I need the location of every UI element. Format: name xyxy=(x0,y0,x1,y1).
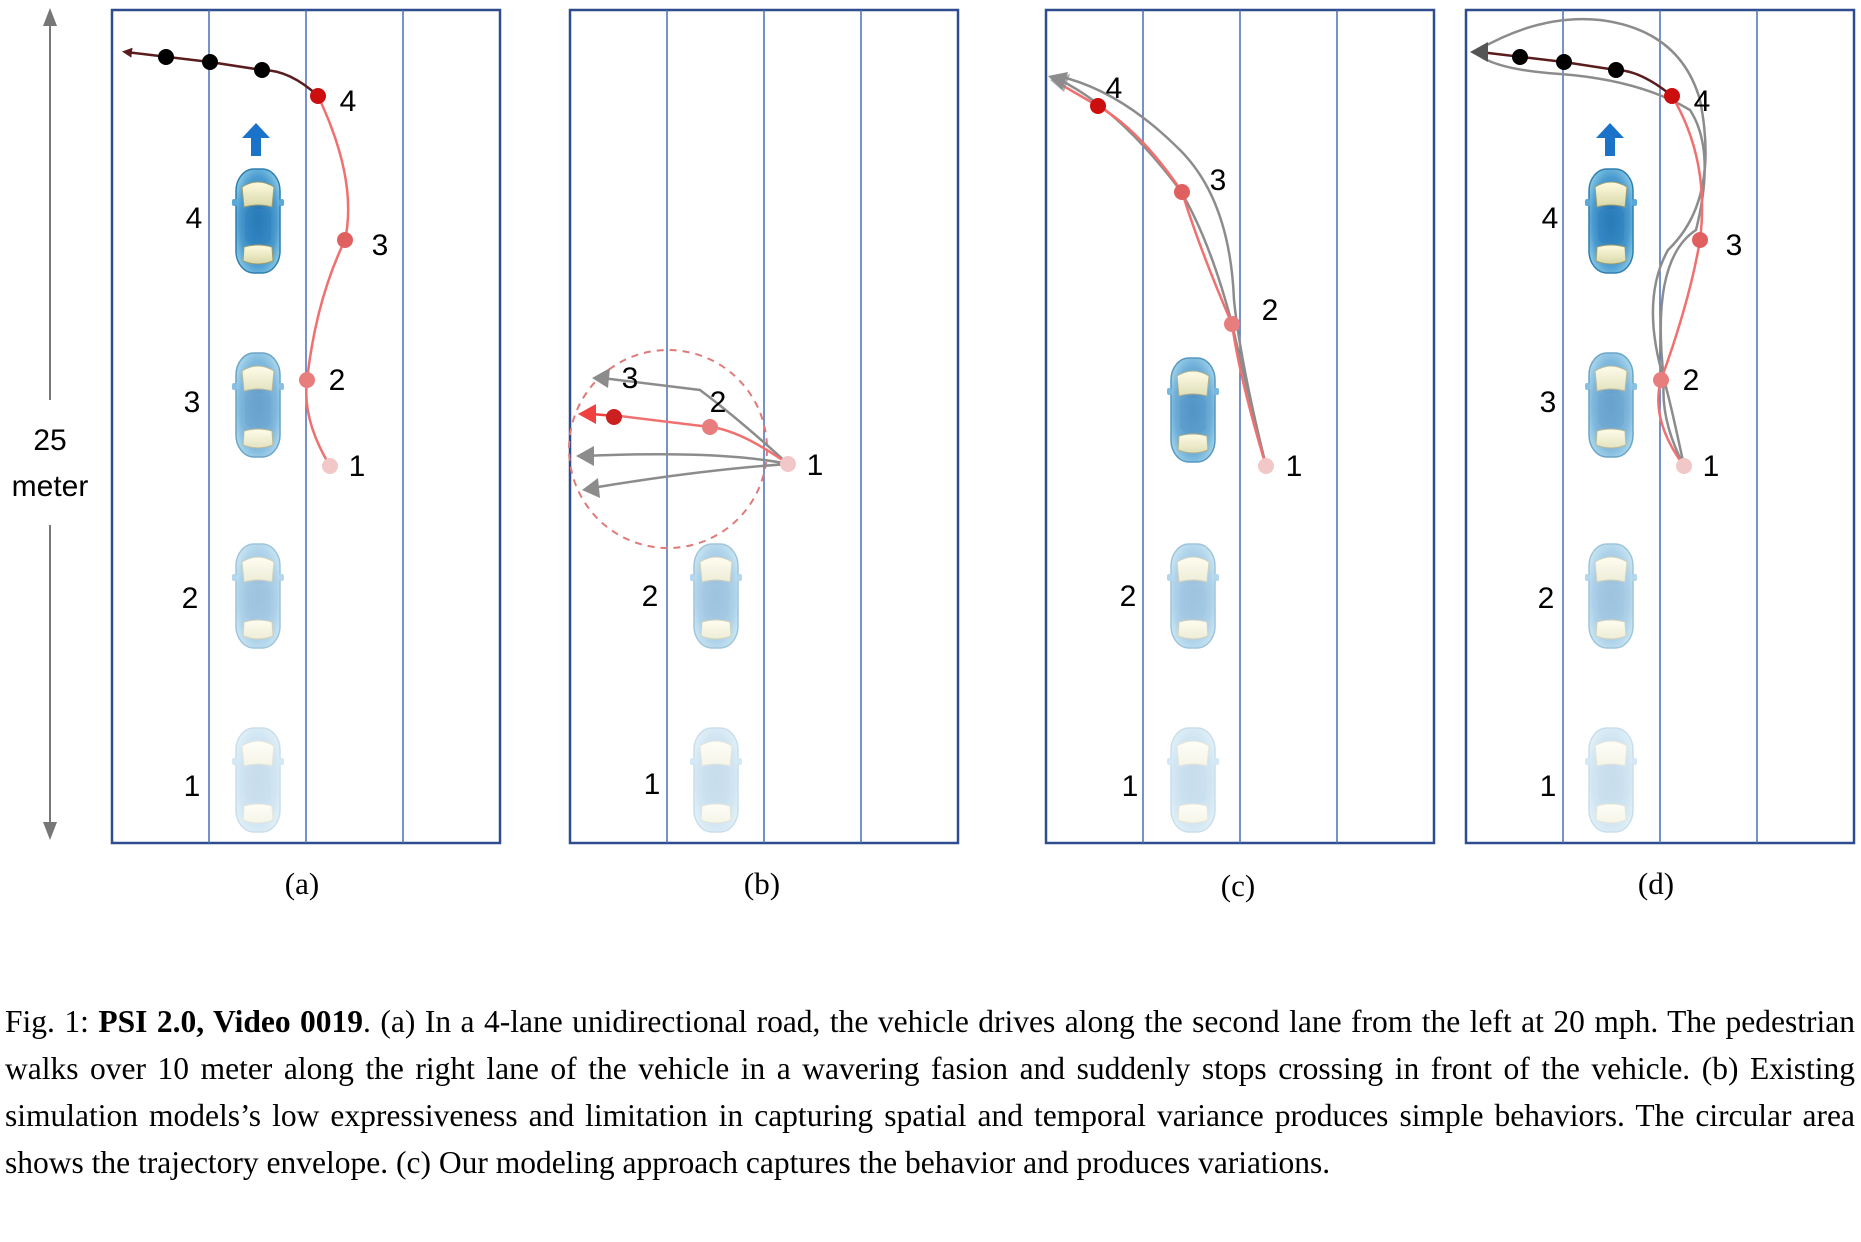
car-label: 2 xyxy=(1538,582,1555,615)
panel-c: 1 2 1 2 3 4 (c) xyxy=(1044,8,1436,903)
panel-label: (c) xyxy=(1221,868,1255,903)
car-label: 3 xyxy=(184,386,201,419)
pedestrian-label: 4 xyxy=(1106,72,1123,105)
car-icon xyxy=(1166,543,1220,649)
pedestrian-future-path xyxy=(122,47,319,97)
pedestrian-point xyxy=(606,409,622,425)
panel-label: (a) xyxy=(285,866,319,901)
pedestrian-point xyxy=(299,372,315,388)
future-point xyxy=(1512,49,1528,65)
car-label: 2 xyxy=(182,582,199,615)
pedestrian-point xyxy=(780,456,796,472)
car-icon xyxy=(1166,357,1220,463)
car-icon xyxy=(231,727,285,833)
figure-caption: Fig. 1: PSI 2.0, Video 0019. (a) In a 4-… xyxy=(5,998,1855,1186)
caption-bold: PSI 2.0, Video 0019 xyxy=(98,1004,364,1039)
car-label: 1 xyxy=(644,768,661,801)
pedestrian-point xyxy=(1676,458,1692,474)
panel-d: 1 2 3 4 1 2 3 4 (d) xyxy=(1464,8,1856,901)
car-icon xyxy=(689,543,743,649)
pedestrian-point xyxy=(310,88,326,104)
alt-path xyxy=(601,376,789,465)
car-label: 1 xyxy=(1540,770,1557,803)
pedestrian-label: 2 xyxy=(329,364,346,397)
pedestrian-label: 3 xyxy=(1726,229,1743,262)
scale-unit: meter xyxy=(12,470,89,503)
car-label: 4 xyxy=(1542,202,1559,235)
pedestrian-label: 3 xyxy=(622,362,639,395)
pedestrian-point xyxy=(1258,458,1274,474)
caption-prefix: Fig. 1: xyxy=(5,1004,99,1039)
up-arrow-icon xyxy=(242,123,270,156)
alt-path xyxy=(1059,78,1268,467)
pedestrian-label: 2 xyxy=(710,386,727,419)
pedestrian-label: 4 xyxy=(340,85,357,118)
car-label: 3 xyxy=(1540,386,1557,419)
pedestrian-point xyxy=(322,458,338,474)
pedestrian-label: 1 xyxy=(349,450,366,483)
scale-indicator: 25 meter xyxy=(12,8,89,840)
up-arrow-icon xyxy=(1596,123,1624,156)
pedestrian-path xyxy=(1059,82,1268,467)
car-icon xyxy=(231,543,285,649)
scale-value: 25 xyxy=(33,424,66,457)
car-icon xyxy=(1584,168,1638,274)
alt-path xyxy=(584,452,789,466)
car-icon xyxy=(231,352,285,458)
panel-b: 1 2 1 2 3 (b) xyxy=(568,8,960,901)
pedestrian-point xyxy=(1664,88,1680,104)
future-point xyxy=(158,49,174,65)
car-icon xyxy=(1166,727,1220,833)
pedestrian-point xyxy=(1653,372,1669,388)
pedestrian-point xyxy=(1692,232,1708,248)
pedestrian-label: 3 xyxy=(1210,164,1227,197)
car-label: 4 xyxy=(186,202,203,235)
pedestrian-label: 3 xyxy=(372,229,389,262)
car-label: 1 xyxy=(184,770,201,803)
future-point xyxy=(254,62,270,78)
panel-label: (b) xyxy=(744,866,780,901)
figure-diagram: 25 meter 1 2 3 4 1 2 3 4 (a) xyxy=(12,8,1856,903)
pedestrian-point xyxy=(337,232,353,248)
car-icon xyxy=(231,168,285,274)
pedestrian-path xyxy=(305,95,350,467)
alt-path xyxy=(1057,74,1268,467)
pedestrian-label: 2 xyxy=(1262,294,1279,327)
future-point xyxy=(202,54,218,70)
pedestrian-label: 1 xyxy=(1703,450,1720,483)
pedestrian-label: 2 xyxy=(1683,364,1700,397)
pedestrian-label: 1 xyxy=(807,449,824,482)
future-point xyxy=(1556,54,1572,70)
pedestrian-point xyxy=(1090,98,1106,114)
alt-path xyxy=(591,462,789,490)
pedestrian-path xyxy=(1657,95,1704,467)
pedestrian-point xyxy=(1174,184,1190,200)
pedestrian-point xyxy=(1224,316,1240,332)
car-label: 2 xyxy=(1120,580,1137,613)
car-icon xyxy=(1584,543,1638,649)
car-icon xyxy=(1584,727,1638,833)
car-label: 2 xyxy=(642,580,659,613)
car-icon xyxy=(1584,352,1638,458)
panel-a: 1 2 3 4 1 2 3 4 (a) xyxy=(110,8,502,901)
pedestrian-label: 1 xyxy=(1286,450,1303,483)
pedestrian-point xyxy=(702,419,718,435)
car-icon xyxy=(689,727,743,833)
caption-text: . (a) In a 4-lane unidirectional road, t… xyxy=(5,1004,1855,1180)
car-label: 1 xyxy=(1122,770,1139,803)
panel-label: (d) xyxy=(1638,866,1674,901)
pedestrian-label: 4 xyxy=(1694,85,1711,118)
future-point xyxy=(1608,62,1624,78)
